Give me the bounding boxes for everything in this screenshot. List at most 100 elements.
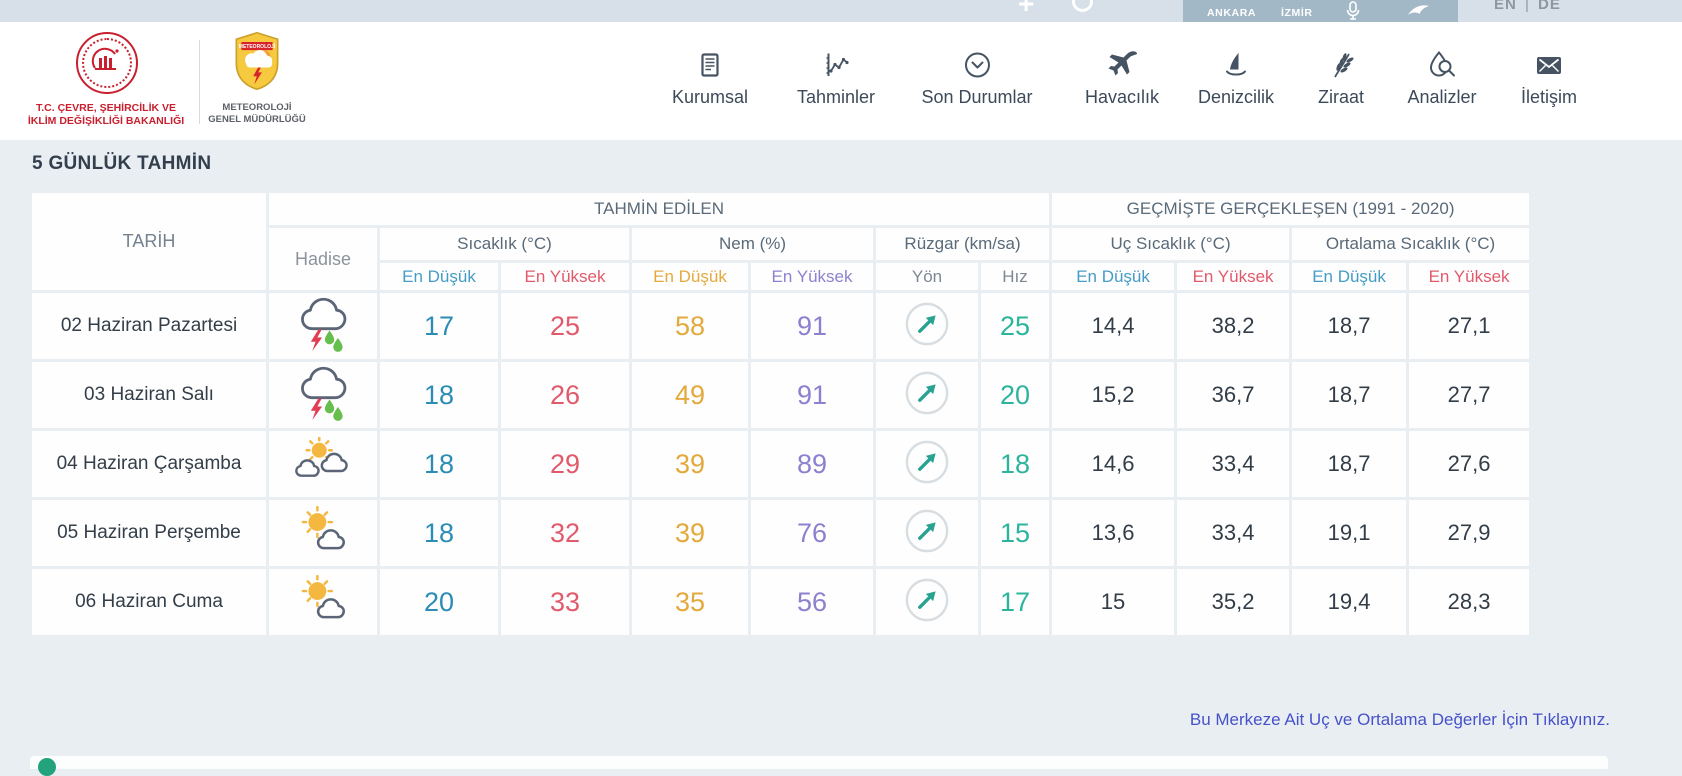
lang-de-link[interactable]: DE <box>1538 0 1561 13</box>
bottom-panel <box>30 756 1608 776</box>
nav-item-kurumsal[interactable]: Kurumsal <box>672 46 748 108</box>
city-tab-izmir[interactable]: İZMİR <box>1281 7 1313 19</box>
nav-label: İletişim <box>1520 87 1578 107</box>
group-header-historical: GEÇMİŞTE GERÇEKLEŞEN (1991 - 2020) <box>1052 193 1530 225</box>
col-header-extreme-temp: Uç Sıcaklık (°C) <box>1052 228 1290 260</box>
wind-speed-cell: 15 <box>981 500 1050 566</box>
humidity-max-cell: 89 <box>751 431 873 497</box>
drop-magnifier-icon <box>1407 46 1476 80</box>
humidity-max-cell: 91 <box>751 293 873 359</box>
wind-direction-ne-icon <box>876 362 978 428</box>
document-icon <box>672 46 748 80</box>
date-cell: 06 Haziran Cuma <box>32 569 266 635</box>
avg-min-cell: 18,7 <box>1292 431 1407 497</box>
nav-item-son-durumlar[interactable]: Son Durumlar <box>921 46 1033 108</box>
mgm-shield-banner-text: METEOROLOJİ <box>239 43 276 50</box>
ministry-logo[interactable] <box>76 32 138 94</box>
language-switcher: EN | DE <box>1494 0 1561 13</box>
subheader-ext-max: En Yüksek <box>1177 263 1290 290</box>
lang-separator: | <box>1524 0 1531 13</box>
humidity-max-cell: 91 <box>751 362 873 428</box>
ext-min-cell: 14,4 <box>1052 293 1175 359</box>
temp-max-cell: 33 <box>501 569 629 635</box>
table-row: 05 Haziran Perşembe 18 32 39 76 15 13,6 … <box>32 500 1530 566</box>
ext-max-cell: 33,4 <box>1177 500 1290 566</box>
clock-icon <box>921 46 1032 80</box>
temp-min-cell: 18 <box>380 362 498 428</box>
subheader-temp-min: En Düşük <box>380 263 498 290</box>
weather-icon-mostly-sunny <box>269 500 377 566</box>
table-row: 04 Haziran Çarşamba 18 29 39 89 18 14,6 … <box>32 431 1530 497</box>
nav-item-iletisim[interactable]: İletişim <box>1521 46 1577 108</box>
temp-min-cell: 18 <box>380 500 498 566</box>
humidity-min-cell: 39 <box>632 500 748 566</box>
nav-item-denizcilik[interactable]: Denizcilik <box>1198 46 1274 108</box>
nav-item-ziraat[interactable]: Ziraat <box>1318 46 1364 108</box>
table-row: 06 Haziran Cuma 20 33 35 56 17 15 35,2 1… <box>32 569 1530 635</box>
avg-min-cell: 18,7 <box>1292 362 1407 428</box>
mgm-logo-text: METEOROLOJİ GENEL MÜDÜRLÜĞÜ <box>208 102 306 125</box>
col-header-wind: Rüzgar (km/sa) <box>876 228 1050 260</box>
wind-direction-ne-icon <box>876 293 978 359</box>
subheader-wind-dir: Yön <box>876 263 978 290</box>
date-cell: 04 Haziran Çarşamba <box>32 431 266 497</box>
avg-max-cell: 27,9 <box>1409 500 1530 566</box>
microphone-icon[interactable] <box>1345 1 1361 22</box>
nav-item-havacilik[interactable]: Havacılık <box>1085 46 1159 108</box>
extremes-averages-link[interactable]: Bu Merkeze Ait Uç ve Ortalama Değerler İ… <box>1189 710 1610 729</box>
subheader-wind-speed: Hız <box>981 263 1050 290</box>
nav-item-tahminler[interactable]: Tahminler <box>797 46 875 108</box>
nav-label: Denizcilik <box>1197 87 1275 107</box>
col-header-event: Hadise <box>269 228 377 290</box>
subheader-ext-min: En Düşük <box>1052 263 1175 290</box>
weather-icon-thunderstorm-rain <box>269 293 377 359</box>
weather-icon-mostly-sunny <box>269 569 377 635</box>
nav-label: Analizler <box>1407 87 1477 107</box>
temp-min-cell: 20 <box>380 569 498 635</box>
wind-speed-cell: 17 <box>981 569 1050 635</box>
sailboat-icon <box>1198 46 1274 80</box>
subheader-hum-max: En Yüksek <box>751 263 873 290</box>
avg-min-cell: 19,4 <box>1292 569 1407 635</box>
table-row: 02 Haziran Pazartesi 17 25 58 91 25 14,4… <box>32 293 1530 359</box>
group-header-forecast: TAHMİN EDİLEN <box>269 193 1050 225</box>
city-tab-ankara[interactable]: ANKARA <box>1207 7 1257 19</box>
bird-icon[interactable] <box>1407 3 1431 22</box>
envelope-icon <box>1521 46 1577 80</box>
temp-min-cell: 17 <box>380 293 498 359</box>
ext-max-cell: 38,2 <box>1177 293 1290 359</box>
avg-max-cell: 27,6 <box>1409 431 1530 497</box>
wind-direction-ne-icon <box>876 431 978 497</box>
subheader-hum-min: En Düşük <box>632 263 748 290</box>
col-header-date: TARİH <box>32 193 266 290</box>
font-increase-icon[interactable]: + <box>1018 0 1035 19</box>
date-cell: 03 Haziran Salı <box>32 362 266 428</box>
weather-icon-thunderstorm-rain <box>269 362 377 428</box>
col-header-temperature: Sıcaklık (°C) <box>380 228 629 260</box>
plane-icon <box>1085 46 1159 80</box>
humidity-min-cell: 35 <box>632 569 748 635</box>
ext-min-cell: 15,2 <box>1052 362 1175 428</box>
table-row: 03 Haziran Salı 18 26 49 91 20 15,2 36,7… <box>32 362 1530 428</box>
chart-icon <box>797 46 875 80</box>
avg-max-cell: 28,3 <box>1409 569 1530 635</box>
avg-max-cell: 27,7 <box>1409 362 1530 428</box>
nav-label: Havacılık <box>1084 87 1160 107</box>
temp-max-cell: 29 <box>501 431 629 497</box>
ext-max-cell: 36,7 <box>1177 362 1290 428</box>
circle-control-icon[interactable] <box>1072 0 1093 12</box>
humidity-min-cell: 39 <box>632 431 748 497</box>
ministry-logo-text: T.C. ÇEVRE, ŞEHİRCİLİK VE İKLİM DEĞİŞİKL… <box>27 102 185 127</box>
forecast-table: TARİH TAHMİN EDİLEN GEÇMİŞTE GERÇEKLEŞEN… <box>29 190 1532 638</box>
nav-item-analizler[interactable]: Analizler <box>1407 46 1477 108</box>
lang-en-link[interactable]: EN <box>1494 0 1517 13</box>
wind-direction-ne-icon <box>876 500 978 566</box>
date-cell: 02 Haziran Pazartesi <box>32 293 266 359</box>
date-cell: 05 Haziran Perşembe <box>32 500 266 566</box>
temp-max-cell: 26 <box>501 362 629 428</box>
humidity-min-cell: 58 <box>632 293 748 359</box>
ext-min-cell: 15 <box>1052 569 1175 635</box>
temp-max-cell: 32 <box>501 500 629 566</box>
weather-icon-partly-cloudy <box>269 431 377 497</box>
mgm-logo[interactable]: METEOROLOJİ <box>232 30 282 97</box>
